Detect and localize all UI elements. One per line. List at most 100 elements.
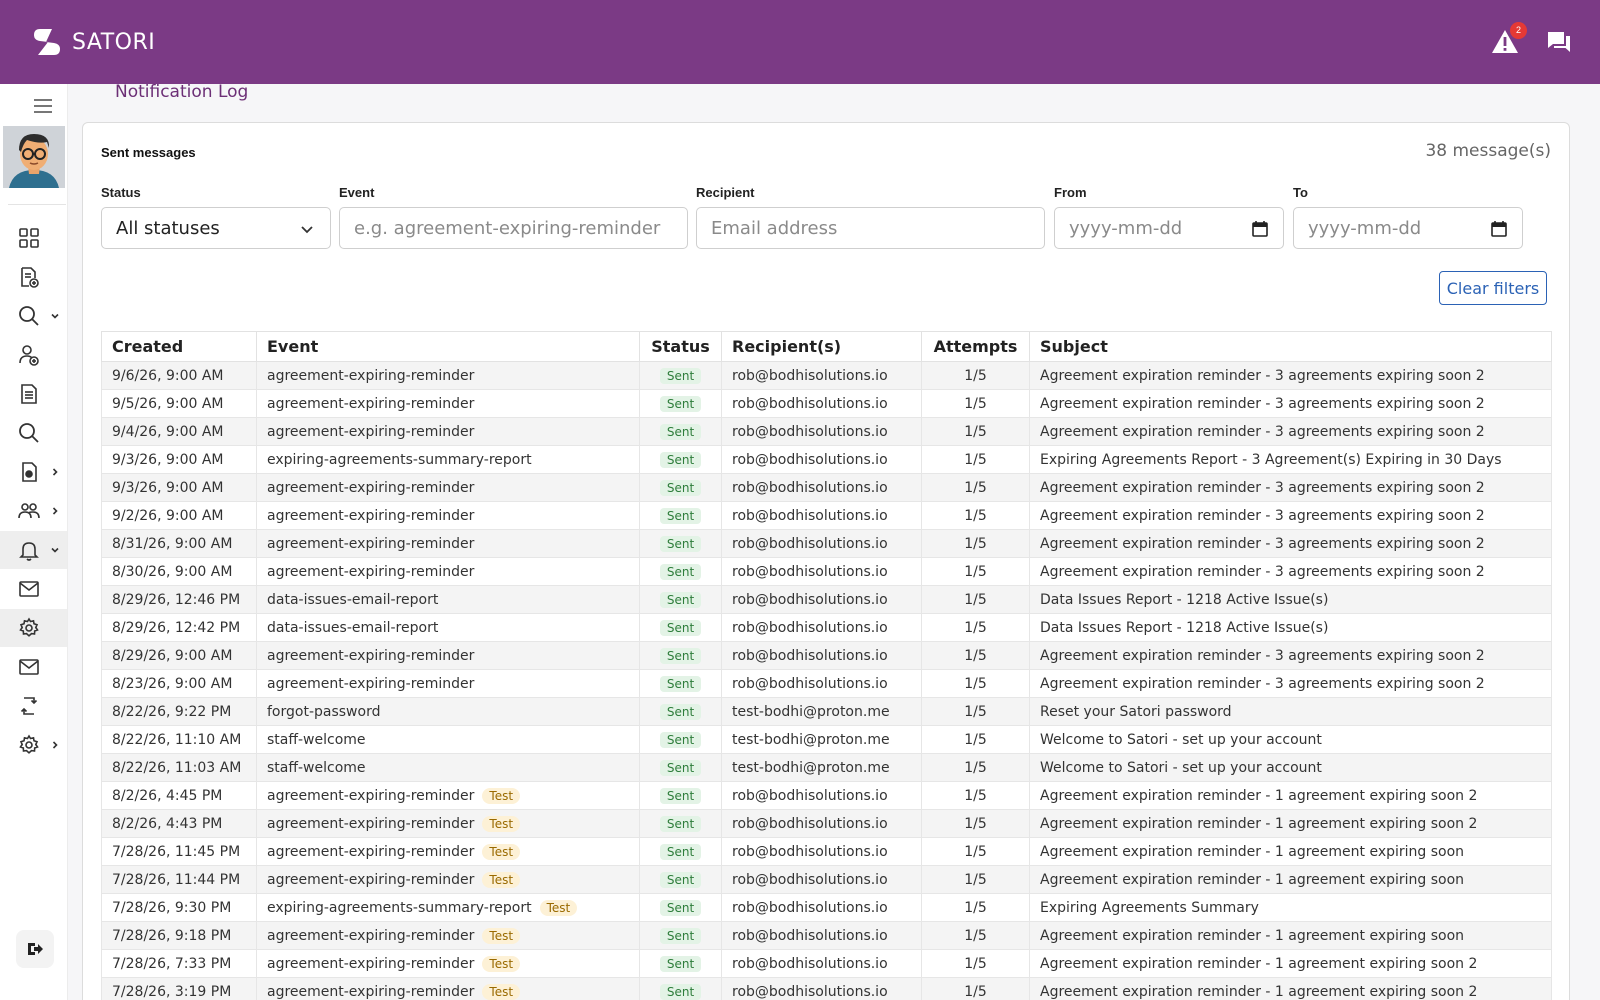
avatar[interactable] bbox=[3, 126, 65, 188]
column-header-recipients[interactable]: Recipient(s) bbox=[721, 331, 922, 362]
cell-event: data-issues-email-report bbox=[256, 613, 640, 642]
sidebar-item-mail[interactable] bbox=[0, 648, 67, 686]
cell-status: Sent bbox=[639, 697, 722, 726]
from-filter-label: From bbox=[1054, 185, 1087, 200]
search-icon bbox=[19, 423, 39, 443]
table-row[interactable]: 8/29/26, 12:46 PM data-issues-email-repor… bbox=[101, 585, 1552, 614]
cell-event: agreement-expiring-reminder Test bbox=[256, 865, 640, 894]
cell-created: 9/3/26, 9:00 AM bbox=[101, 445, 257, 474]
cell-status: Sent bbox=[639, 417, 722, 446]
column-header-event[interactable]: Event bbox=[256, 331, 640, 362]
table-row[interactable]: 9/5/26, 9:00 AM agreement-expiring-remind… bbox=[101, 389, 1552, 418]
status-badge: Sent bbox=[659, 367, 702, 384]
status-select[interactable]: All statuses bbox=[101, 207, 331, 249]
cell-attempts: 1/5 bbox=[921, 361, 1030, 390]
sidebar-item-settings[interactable] bbox=[0, 726, 67, 764]
table-row[interactable]: 8/2/26, 4:45 PM agreement-expiring-remind… bbox=[101, 781, 1552, 810]
column-header-status[interactable]: Status bbox=[639, 331, 722, 362]
cell-created: 9/3/26, 9:00 AM bbox=[101, 473, 257, 502]
sidebar-item-search[interactable] bbox=[0, 414, 67, 452]
cell-status: Sent bbox=[639, 753, 722, 782]
column-header-subject[interactable]: Subject bbox=[1029, 331, 1552, 362]
sidebar-item-people[interactable] bbox=[0, 492, 67, 530]
page-title: Notification Log bbox=[115, 82, 249, 102]
table-row[interactable]: 9/3/26, 9:00 AM expiring-agreements-summa… bbox=[101, 445, 1552, 474]
event-name: agreement-expiring-reminder bbox=[267, 927, 475, 944]
messages-table-wrap: Created Event Status Recipient(s) Attemp… bbox=[101, 331, 1552, 1000]
table-row[interactable]: 8/22/26, 9:22 PM forgot-password Sent test-… bbox=[101, 697, 1552, 726]
people-icon bbox=[18, 503, 40, 519]
from-date-input[interactable] bbox=[1069, 217, 1269, 239]
event-input[interactable] bbox=[354, 217, 673, 239]
logout-button[interactable] bbox=[16, 930, 54, 968]
cell-event: agreement-expiring-reminder bbox=[256, 389, 640, 418]
cell-created: 7/28/26, 11:45 PM bbox=[101, 837, 257, 866]
alerts-button[interactable]: 2 bbox=[1488, 22, 1527, 59]
table-row[interactable]: 9/4/26, 9:00 AM agreement-expiring-remind… bbox=[101, 417, 1552, 446]
sidebar-item-notification-log[interactable] bbox=[0, 609, 67, 647]
sidebar-item-dashboard[interactable] bbox=[0, 219, 67, 257]
recipient-input[interactable] bbox=[711, 217, 1030, 239]
sidebar-item-sync[interactable] bbox=[0, 687, 67, 725]
status-badge: Sent bbox=[659, 787, 702, 804]
sidebar-item-new-document[interactable] bbox=[0, 258, 67, 296]
status-badge: Sent bbox=[659, 563, 702, 580]
cell-status: Sent bbox=[639, 557, 722, 586]
clear-filters-button[interactable]: Clear filters bbox=[1439, 271, 1547, 305]
calendar-icon[interactable] bbox=[1490, 220, 1508, 238]
cell-created: 8/29/26, 12:46 PM bbox=[101, 585, 257, 614]
to-date-input[interactable] bbox=[1308, 217, 1508, 239]
table-row[interactable]: 8/31/26, 9:00 AM agreement-expiring-remin… bbox=[101, 529, 1552, 558]
table-row[interactable]: 8/22/26, 11:03 AM staff-welcome Sent test-b… bbox=[101, 753, 1552, 782]
cell-event: agreement-expiring-reminder bbox=[256, 417, 640, 446]
alert-badge: 2 bbox=[1510, 22, 1527, 39]
status-badge: Sent bbox=[659, 647, 702, 664]
table-row[interactable]: 7/28/26, 9:18 PM agreement-expiring-remin… bbox=[101, 921, 1552, 950]
table-row[interactable]: 8/23/26, 9:00 AM agreement-expiring-remin… bbox=[101, 669, 1552, 698]
cell-attempts: 1/5 bbox=[921, 837, 1030, 866]
table-row[interactable]: 9/3/26, 9:00 AM agreement-expiring-remind… bbox=[101, 473, 1552, 502]
sidebar-item-documents[interactable] bbox=[0, 375, 67, 413]
event-filter-box bbox=[339, 207, 688, 249]
sidebar-item-search-menu[interactable] bbox=[0, 297, 67, 335]
calendar-icon[interactable] bbox=[1251, 220, 1269, 238]
menu-icon[interactable] bbox=[34, 98, 56, 114]
cell-event: expiring-agreements-summary-report Test bbox=[256, 893, 640, 922]
test-badge: Test bbox=[482, 927, 521, 944]
table-row[interactable]: 7/28/26, 7:33 PM agreement-expiring-remin… bbox=[101, 949, 1552, 978]
table-row[interactable]: 9/2/26, 9:00 AM agreement-expiring-remind… bbox=[101, 501, 1552, 530]
cell-attempts: 1/5 bbox=[921, 389, 1030, 418]
status-badge: Sent bbox=[659, 479, 702, 496]
cell-subject: Agreement expiration reminder - 1 agreem… bbox=[1029, 837, 1552, 866]
table-body: 9/6/26, 9:00 AM agreement-expiring-remind… bbox=[101, 361, 1552, 1000]
table-row[interactable]: 7/28/26, 11:44 PM agreement-expiring-remi… bbox=[101, 865, 1552, 894]
column-header-attempts[interactable]: Attempts bbox=[921, 331, 1030, 362]
cell-attempts: 1/5 bbox=[921, 585, 1030, 614]
status-badge: Sent bbox=[659, 423, 702, 440]
table-row[interactable]: 9/6/26, 9:00 AM agreement-expiring-remind… bbox=[101, 361, 1552, 390]
brand[interactable]: SATORI bbox=[32, 27, 155, 57]
sidebar-item-email[interactable] bbox=[0, 570, 67, 608]
file-badge-icon bbox=[22, 462, 37, 482]
messages-button[interactable] bbox=[1542, 25, 1576, 59]
column-header-created[interactable]: Created bbox=[101, 331, 257, 362]
cell-subject: Welcome to Satori - set up your account bbox=[1029, 725, 1552, 754]
table-row[interactable]: 8/29/26, 9:00 AM agreement-expiring-remin… bbox=[101, 641, 1552, 670]
cell-event: agreement-expiring-reminder bbox=[256, 361, 640, 390]
table-row[interactable]: 8/2/26, 4:43 PM agreement-expiring-remind… bbox=[101, 809, 1552, 838]
sidebar-item-files[interactable] bbox=[0, 453, 67, 491]
sidebar-item-add-user[interactable] bbox=[0, 336, 67, 374]
table-row[interactable]: 7/28/26, 9:30 PM expiring-agreements-summ… bbox=[101, 893, 1552, 922]
table-row[interactable]: 8/30/26, 9:00 AM agreement-expiring-remin… bbox=[101, 557, 1552, 586]
cell-created: 7/28/26, 9:18 PM bbox=[101, 921, 257, 950]
table-row[interactable]: 8/29/26, 12:42 PM data-issues-email-repor… bbox=[101, 613, 1552, 642]
event-name: agreement-expiring-reminder bbox=[267, 787, 475, 804]
cell-subject: Agreement expiration reminder - 3 agreem… bbox=[1029, 417, 1552, 446]
cell-recipient: rob@bodhisolutions.io bbox=[721, 501, 922, 530]
table-row[interactable]: 7/28/26, 11:45 PM agreement-expiring-remi… bbox=[101, 837, 1552, 866]
cell-created: 9/5/26, 9:00 AM bbox=[101, 389, 257, 418]
table-row[interactable]: 8/22/26, 11:10 AM staff-welcome Sent test-b… bbox=[101, 725, 1552, 754]
table-row[interactable]: 7/28/26, 3:19 PM agreement-expiring-remin… bbox=[101, 977, 1552, 1000]
cell-status: Sent bbox=[639, 725, 722, 754]
sidebar-item-notifications[interactable] bbox=[0, 531, 67, 569]
